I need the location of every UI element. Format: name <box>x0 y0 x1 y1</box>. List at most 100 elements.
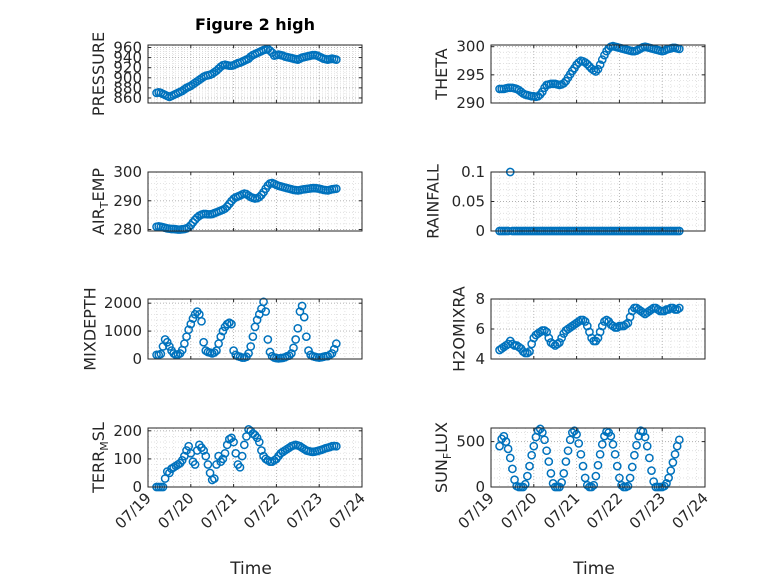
y-tick-label: 500 <box>456 433 485 451</box>
data-point <box>218 326 228 336</box>
data-point <box>567 428 577 437</box>
y-axis-label: RAINFALL <box>424 164 443 239</box>
data-point <box>559 78 569 88</box>
data-point <box>188 218 198 227</box>
subplot-theta: 290 295 300 THETA <box>432 38 706 112</box>
data-point <box>329 344 339 354</box>
data-point <box>591 67 601 76</box>
data-point <box>630 450 639 460</box>
data-point <box>201 451 211 461</box>
data-point <box>227 433 236 443</box>
data-point <box>331 184 341 194</box>
data-point <box>668 303 678 313</box>
data-point <box>295 307 305 316</box>
data-point <box>606 431 616 441</box>
data-point <box>591 471 601 481</box>
data-point <box>555 338 564 347</box>
data-point <box>331 441 341 451</box>
y-tick-label: 4 <box>475 350 485 368</box>
y-tick-label: 100 <box>113 450 142 468</box>
data-point <box>552 339 562 349</box>
data-point <box>252 315 262 325</box>
data-point <box>188 314 198 323</box>
data-point <box>525 461 534 471</box>
axes-frame <box>147 171 363 232</box>
data-series <box>152 178 341 234</box>
data-point <box>252 433 262 443</box>
data-point <box>293 323 303 333</box>
subplot-h2omixra: 4 6 8 H2OMIXRA <box>449 286 706 372</box>
subplot-rainfall: 0 0.05 0.1 RAINFALL <box>424 163 706 240</box>
data-point <box>670 449 680 459</box>
data-point <box>518 347 528 356</box>
data-point <box>647 466 656 476</box>
y-tick-label: 200 <box>113 422 142 440</box>
data-point <box>514 342 524 352</box>
data-point <box>259 297 268 307</box>
data-point <box>180 85 189 94</box>
data-point <box>557 478 566 487</box>
data-series <box>495 41 684 102</box>
x-axis-label-left: Time <box>229 559 272 579</box>
data-point <box>608 321 618 331</box>
data-point <box>520 479 530 489</box>
data-point <box>261 307 271 316</box>
y-tick-label: 920 <box>113 59 142 77</box>
data-point <box>265 347 275 357</box>
y-tick-label: 8 <box>475 290 485 308</box>
y-tick-label: 2000 <box>104 294 142 312</box>
data-point <box>640 432 650 442</box>
data-point <box>263 335 273 344</box>
y-tick-label: 0 <box>475 222 485 240</box>
data-point <box>561 457 571 466</box>
data-point <box>229 437 238 447</box>
data-point <box>627 462 637 472</box>
data-point <box>557 333 566 343</box>
data-point <box>527 450 537 460</box>
data-point <box>220 448 230 458</box>
data-point <box>645 453 654 463</box>
data-point <box>229 346 238 355</box>
data-point <box>612 461 622 471</box>
data-point <box>674 435 684 445</box>
data-point <box>546 469 556 478</box>
y-tick-label: 295 <box>456 66 485 84</box>
y-axis-label: MIXDEPTH <box>81 287 100 370</box>
y-tick-label: 300 <box>113 163 142 181</box>
y-tick-label: 940 <box>113 49 142 67</box>
data-point <box>608 439 618 449</box>
data-point <box>254 192 264 202</box>
data-point <box>574 317 584 326</box>
axes-frame <box>490 44 706 104</box>
y-tick-label: 0 <box>132 478 142 496</box>
data-point <box>523 471 532 481</box>
data-point <box>668 458 678 467</box>
data-point <box>222 202 232 211</box>
data-point <box>544 333 554 343</box>
data-point <box>597 321 607 331</box>
data-point <box>576 449 586 459</box>
y-tick-label: 0 <box>132 350 142 368</box>
y-axis-label: THETA <box>432 48 451 100</box>
data-point <box>199 446 208 455</box>
data-point <box>649 477 658 486</box>
chart-title: Figure 2 high <box>195 15 315 34</box>
y-tick-label: 860 <box>113 89 142 107</box>
axes-background <box>148 299 362 359</box>
y-axis-label: H2OMIXRA <box>449 286 468 372</box>
data-point <box>621 320 631 329</box>
data-point <box>674 303 684 313</box>
data-point <box>291 335 301 344</box>
data-point <box>595 449 605 459</box>
data-point <box>327 349 337 358</box>
data-point <box>533 91 543 101</box>
data-point <box>582 59 592 69</box>
data-point <box>297 301 307 311</box>
axes-frame <box>147 44 363 104</box>
data-point <box>239 440 249 450</box>
data-point <box>235 462 245 472</box>
data-point <box>165 342 174 351</box>
